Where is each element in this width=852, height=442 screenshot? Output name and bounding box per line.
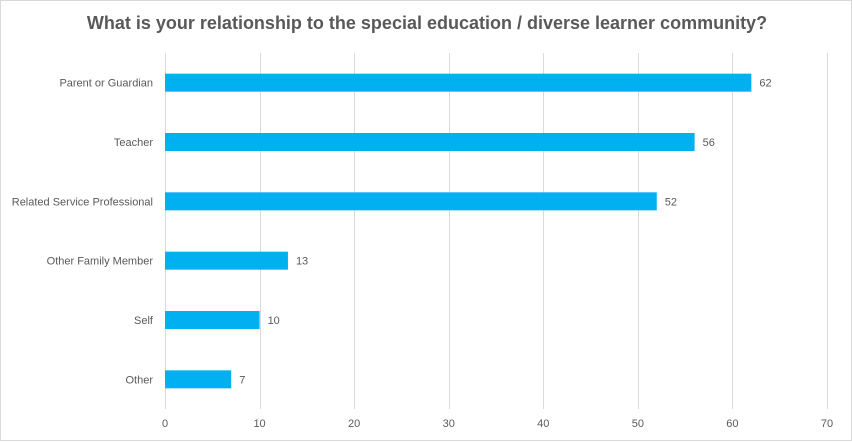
bar-related-service-professional bbox=[165, 192, 657, 211]
category-label: Teacher bbox=[114, 137, 153, 149]
bars bbox=[165, 73, 752, 389]
x-axis-ticks: 0 10 20 30 40 50 60 70 bbox=[162, 418, 833, 430]
data-labels: 62 56 52 13 10 7 bbox=[239, 78, 771, 387]
x-tick-label: 10 bbox=[253, 418, 265, 430]
category-label: Other Family Member bbox=[47, 256, 154, 268]
data-label: 56 bbox=[703, 137, 715, 149]
category-label: Related Service Professional bbox=[12, 196, 153, 208]
category-labels: Parent or Guardian Teacher Related Service… bbox=[12, 78, 154, 387]
data-label: 52 bbox=[665, 196, 677, 208]
x-tick-label: 0 bbox=[162, 418, 168, 430]
data-label: 7 bbox=[239, 374, 245, 386]
bar-teacher bbox=[165, 133, 695, 151]
gridlines bbox=[165, 53, 828, 409]
x-tick-label: 20 bbox=[348, 418, 360, 430]
category-label: Parent or Guardian bbox=[59, 78, 153, 90]
x-tick-label: 40 bbox=[537, 418, 549, 430]
data-label: 13 bbox=[296, 256, 308, 268]
x-tick-label: 60 bbox=[726, 418, 738, 430]
chart-title: What is your relationship to the special… bbox=[86, 13, 768, 33]
category-label: Other bbox=[125, 374, 153, 386]
x-tick-label: 70 bbox=[821, 418, 833, 430]
category-label: Self bbox=[134, 315, 154, 327]
bar-other bbox=[165, 370, 232, 389]
data-label: 10 bbox=[268, 315, 280, 327]
data-label: 62 bbox=[759, 78, 771, 90]
bar-parent-or-guardian bbox=[165, 73, 752, 92]
bar-self bbox=[165, 311, 260, 329]
x-tick-label: 50 bbox=[632, 418, 644, 430]
bar-other-family-member bbox=[165, 251, 288, 270]
x-tick-label: 30 bbox=[443, 418, 455, 430]
